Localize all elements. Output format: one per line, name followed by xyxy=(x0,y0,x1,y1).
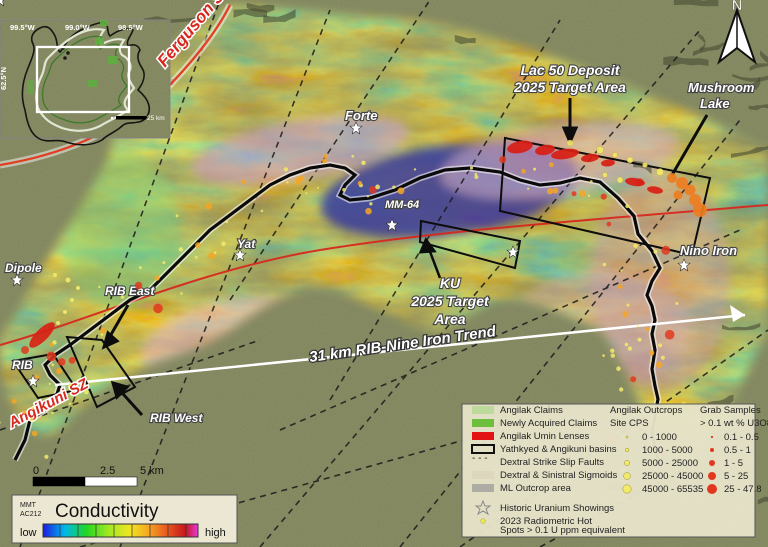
svg-text:62.5°N: 62.5°N xyxy=(0,67,8,90)
svg-text:0.5 - 1: 0.5 - 1 xyxy=(724,445,751,456)
svg-text:25000 - 45000: 25000 - 45000 xyxy=(642,471,703,482)
svg-text:Historic Uranium Showings: Historic Uranium Showings xyxy=(500,503,614,514)
svg-text:25 - 47.8: 25 - 47.8 xyxy=(724,484,762,495)
svg-text:45000 - 65535: 45000 - 65535 xyxy=(642,484,703,495)
svg-text:RIB: RIB xyxy=(12,358,33,372)
svg-text:99.0°W: 99.0°W xyxy=(65,23,91,32)
svg-text:2.5: 2.5 xyxy=(100,465,115,477)
svg-text:2025 Target Area: 2025 Target Area xyxy=(513,79,626,95)
svg-text:Area: Area xyxy=(433,311,465,327)
svg-text:RIB West: RIB West xyxy=(150,411,203,425)
svg-text:Dipole: Dipole xyxy=(5,261,42,275)
svg-text:Yathkyed & Angikuni basins: Yathkyed & Angikuni basins xyxy=(500,444,617,455)
svg-text:Newly Acquired Claims: Newly Acquired Claims xyxy=(500,418,597,429)
svg-text:0.1 - 0.5: 0.1 - 0.5 xyxy=(724,432,759,443)
svg-text:Nino Iron: Nino Iron xyxy=(680,243,737,258)
svg-text:Forte: Forte xyxy=(345,108,378,123)
svg-text:KU: KU xyxy=(440,275,461,291)
svg-text:ML Outcrop area: ML Outcrop area xyxy=(500,483,572,494)
svg-text:AC212: AC212 xyxy=(20,511,42,518)
svg-text:Lake: Lake xyxy=(700,96,730,111)
svg-text:MMT: MMT xyxy=(20,502,37,509)
svg-text:Grab Samples: Grab Samples xyxy=(700,405,761,416)
svg-text:5 - 25: 5 - 25 xyxy=(724,471,748,482)
svg-text:RIB East: RIB East xyxy=(105,284,155,298)
svg-text:Dextral & Sinistral Sigmoids: Dextral & Sinistral Sigmoids xyxy=(500,470,617,481)
svg-text:25 km: 25 km xyxy=(147,115,165,122)
svg-text:Site CPS: Site CPS xyxy=(610,418,649,429)
svg-text:0 - 1000: 0 - 1000 xyxy=(642,432,677,443)
svg-text:Spots > 0.1 U ppm equivalent: Spots > 0.1 U ppm equivalent xyxy=(500,525,625,536)
svg-text:Lac 50 Deposit: Lac 50 Deposit xyxy=(521,62,621,78)
svg-text:N: N xyxy=(732,0,743,14)
svg-text:1 - 5: 1 - 5 xyxy=(724,458,743,469)
svg-text:high: high xyxy=(205,527,226,539)
svg-text:99.5°W: 99.5°W xyxy=(10,23,36,32)
svg-text:MM-64: MM-64 xyxy=(385,199,419,211)
svg-text:Mushroom: Mushroom xyxy=(688,80,755,95)
svg-text:98.5°W: 98.5°W xyxy=(118,23,144,32)
svg-text:> 0.1 wt % U3O8: > 0.1 wt % U3O8 xyxy=(700,418,768,429)
svg-text:Angilak Claims: Angilak Claims xyxy=(500,405,563,416)
svg-text:2025 Target: 2025 Target xyxy=(410,293,490,309)
svg-text:Angilak Umin Lenses: Angilak Umin Lenses xyxy=(500,431,589,442)
svg-text:5 km: 5 km xyxy=(140,465,164,477)
svg-text:Conductivity: Conductivity xyxy=(55,501,159,522)
svg-text:Angilak Outcrops: Angilak Outcrops xyxy=(610,405,683,416)
svg-text:0: 0 xyxy=(33,465,39,477)
svg-text:- - -: - - - xyxy=(472,453,488,464)
svg-text:5000 - 25000: 5000 - 25000 xyxy=(642,458,698,469)
svg-text:Dextral Strike Slip Faults: Dextral Strike Slip Faults xyxy=(500,457,604,468)
svg-text:1000 - 5000: 1000 - 5000 xyxy=(642,445,693,456)
svg-text:low: low xyxy=(20,527,37,539)
